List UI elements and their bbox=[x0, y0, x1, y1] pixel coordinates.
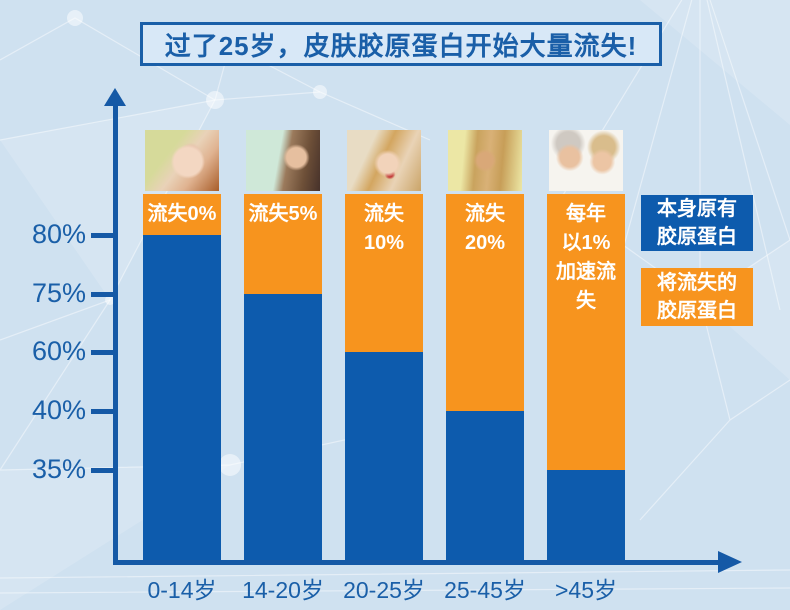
loss-segment: 流失 10% bbox=[345, 194, 423, 352]
bar-group-25-45: 流失 20% bbox=[446, 0, 524, 610]
loss-segment: 流失0% bbox=[143, 194, 221, 235]
title-banner: 过了25岁，皮肤胶原蛋白开始大量流失! bbox=[140, 22, 662, 66]
y-tick bbox=[91, 468, 113, 473]
loss-label: 加速流失 bbox=[556, 261, 616, 312]
x-category-label: 14-20岁 bbox=[242, 577, 324, 603]
legend-existing-line2: 胶原蛋白 bbox=[657, 226, 737, 248]
legend-loss-line1: 将流失的 bbox=[657, 272, 737, 294]
remaining-segment bbox=[446, 411, 524, 560]
y-tick bbox=[91, 292, 113, 297]
legend-existing-collagen: 本身原有 胶原蛋白 bbox=[641, 195, 753, 251]
photo-young-woman bbox=[347, 130, 421, 191]
bar-group-0-14: 流失0% bbox=[143, 0, 221, 610]
bar-group-20-25: 流失 10% bbox=[345, 0, 423, 610]
x-category-label: 20-25岁 bbox=[343, 577, 425, 603]
loss-label: 流失0% bbox=[147, 203, 217, 225]
photo-adult-woman bbox=[448, 130, 522, 191]
remaining-segment bbox=[143, 235, 221, 560]
loss-label: 每年 bbox=[566, 203, 606, 225]
photo-baby bbox=[145, 130, 219, 191]
x-category-label: 25-45岁 bbox=[444, 577, 526, 603]
remaining-segment bbox=[547, 470, 625, 560]
loss-label: 流失 bbox=[465, 203, 505, 225]
loss-segment: 每年 以1% 加速流失 bbox=[547, 194, 625, 470]
loss-label: 20% bbox=[464, 232, 506, 254]
photo-older-couple bbox=[549, 130, 623, 191]
legend-existing-line1: 本身原有 bbox=[657, 198, 737, 220]
loss-label: 流失 bbox=[364, 203, 404, 225]
y-tick-label: 60% bbox=[31, 336, 86, 366]
loss-label: 10% bbox=[363, 232, 405, 254]
page-title: 过了25岁，皮肤胶原蛋白开始大量流失! bbox=[164, 30, 638, 61]
x-category-label: 0-14岁 bbox=[147, 577, 217, 603]
y-tick-label: 75% bbox=[31, 278, 86, 308]
y-axis-line bbox=[113, 102, 118, 565]
y-axis-arrow-icon bbox=[104, 88, 126, 106]
loss-label: 以1% bbox=[561, 232, 611, 254]
photo-girl bbox=[246, 130, 320, 191]
y-tick-label: 80% bbox=[31, 219, 86, 249]
bar-group-45-plus: 每年 以1% 加速流失 bbox=[547, 0, 625, 610]
x-axis-arrow-icon bbox=[718, 551, 742, 573]
bar-group-14-20: 流失5% bbox=[244, 0, 322, 610]
y-tick-label: 35% bbox=[31, 454, 86, 484]
loss-segment: 流失 20% bbox=[446, 194, 524, 411]
loss-label: 流失5% bbox=[248, 203, 318, 225]
loss-segment: 流失5% bbox=[244, 194, 322, 294]
remaining-segment bbox=[244, 294, 322, 560]
remaining-segment bbox=[345, 352, 423, 560]
legend-loss-line2: 胶原蛋白 bbox=[657, 300, 737, 322]
legend-loss-collagen: 将流失的 胶原蛋白 bbox=[641, 268, 753, 326]
y-tick bbox=[91, 233, 113, 238]
y-tick bbox=[91, 409, 113, 414]
y-tick-label: 40% bbox=[31, 395, 86, 425]
x-category-label: >45岁 bbox=[554, 577, 617, 603]
x-axis-line bbox=[113, 560, 721, 565]
y-tick bbox=[91, 350, 113, 355]
